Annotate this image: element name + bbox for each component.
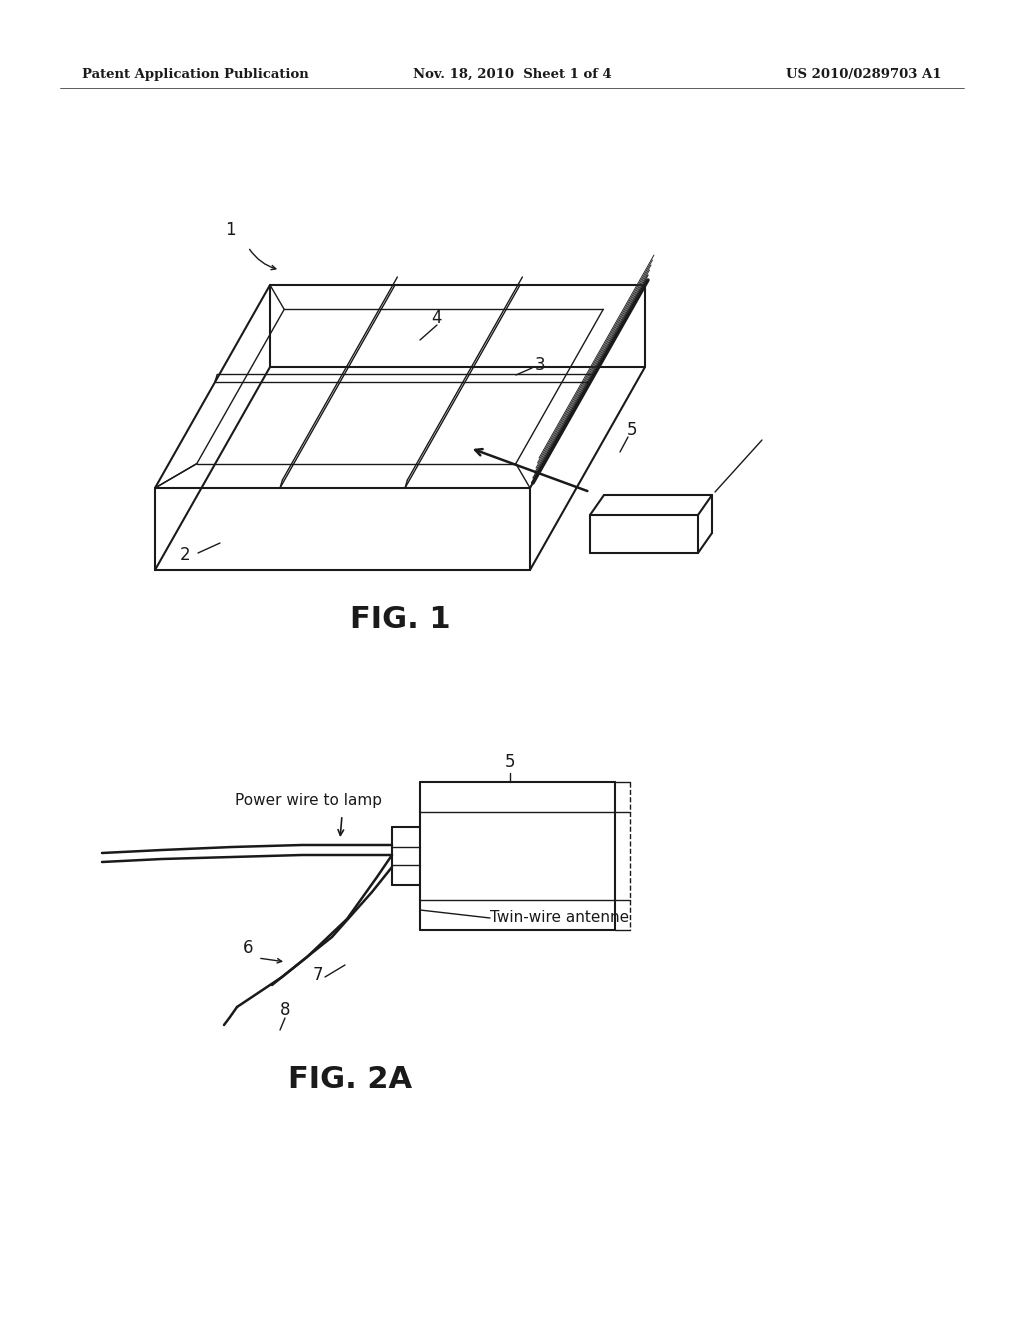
Text: FIG. 2A: FIG. 2A: [288, 1065, 412, 1094]
Text: US 2010/0289703 A1: US 2010/0289703 A1: [786, 69, 942, 81]
Text: 1: 1: [224, 220, 236, 239]
Text: 4: 4: [432, 309, 442, 327]
Text: Patent Application Publication: Patent Application Publication: [82, 69, 309, 81]
Text: 5: 5: [627, 421, 637, 440]
Text: 6: 6: [243, 939, 253, 957]
Text: Nov. 18, 2010  Sheet 1 of 4: Nov. 18, 2010 Sheet 1 of 4: [413, 69, 611, 81]
Text: Power wire to lamp: Power wire to lamp: [234, 792, 382, 808]
Text: 5: 5: [505, 752, 515, 771]
Text: FIG. 1: FIG. 1: [349, 606, 451, 635]
Text: 8: 8: [280, 1001, 290, 1019]
Text: 2: 2: [179, 546, 190, 564]
Text: 7: 7: [312, 966, 324, 983]
Text: 3: 3: [535, 356, 546, 374]
Text: Twin-wire antenne: Twin-wire antenne: [490, 911, 629, 925]
